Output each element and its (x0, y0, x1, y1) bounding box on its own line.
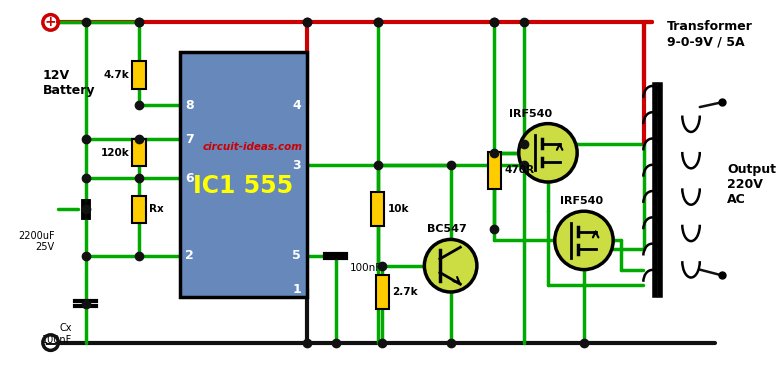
Text: IRF540: IRF540 (509, 109, 552, 119)
Bar (487, 152, 501, 189)
Text: 100nF: 100nF (349, 263, 382, 273)
Text: Transformer
9-0-9V / 5A: Transformer 9-0-9V / 5A (667, 20, 753, 49)
Text: +: + (45, 15, 56, 30)
Text: 4: 4 (292, 99, 301, 112)
Bar (180, 51, 307, 297)
Circle shape (555, 211, 613, 270)
Text: −: − (44, 334, 58, 351)
Text: 5: 5 (292, 250, 301, 262)
Text: BC547: BC547 (427, 224, 466, 234)
Text: 3: 3 (293, 159, 301, 172)
Text: Rx: Rx (149, 204, 164, 214)
Bar (132, 61, 146, 89)
Text: 470R: 470R (505, 165, 534, 175)
Text: 2: 2 (185, 250, 194, 262)
Text: IC1 555: IC1 555 (193, 174, 294, 198)
Text: Cx
100nF: Cx 100nF (41, 323, 72, 345)
Text: IRF540: IRF540 (560, 196, 603, 207)
Text: 8: 8 (185, 99, 194, 112)
Text: 1: 1 (292, 283, 301, 296)
Text: Output
220V
AC: Output 220V AC (727, 164, 776, 207)
Text: 2200uF
25V: 2200uF 25V (18, 231, 55, 252)
Bar (132, 196, 146, 223)
Text: circuit-ideas.com: circuit-ideas.com (203, 142, 303, 152)
Text: 7: 7 (185, 133, 194, 146)
Text: 4.7k: 4.7k (104, 70, 130, 80)
Bar (371, 192, 384, 226)
Bar (132, 139, 146, 166)
Circle shape (519, 124, 577, 182)
Text: 2.7k: 2.7k (392, 287, 418, 297)
Circle shape (424, 239, 477, 292)
Bar (376, 275, 389, 309)
Text: 6: 6 (185, 172, 194, 185)
Text: 12V
Battery: 12V Battery (43, 69, 95, 97)
Text: 120k: 120k (101, 148, 130, 158)
Text: 10k: 10k (387, 204, 409, 214)
